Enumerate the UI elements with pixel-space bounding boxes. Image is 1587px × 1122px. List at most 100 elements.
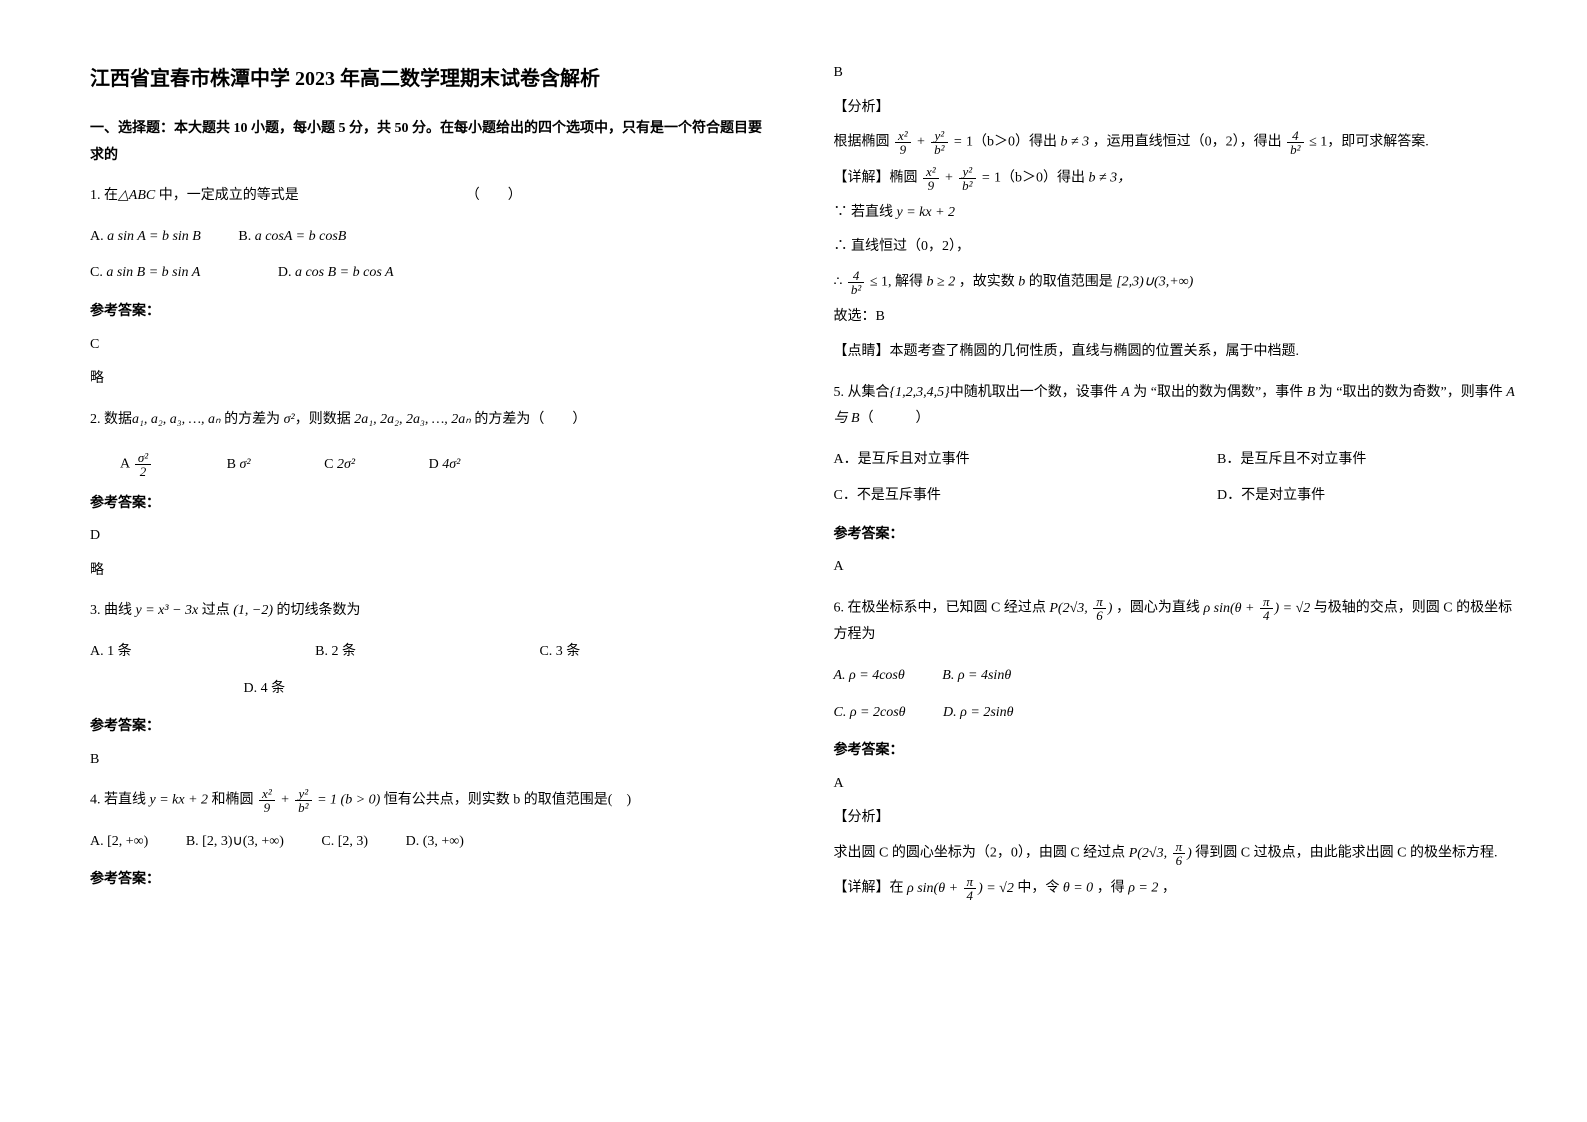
q6-point-P2: P(2√3, π6) [1129, 846, 1196, 861]
q6-line: ρ sin(θ + π4) = √2 [1203, 601, 1313, 616]
question-3: 3. 曲线 y = x³ − 3x 过点 (1, −2) 的切线条数为 [90, 598, 774, 625]
frac-den: b² [848, 283, 864, 296]
question-5: 5. 从集合{1,2,3,4,5}中随机取出一个数，设事件 A 为 “取出的数为… [834, 380, 1518, 433]
q1-answer: C [90, 332, 774, 359]
q1-opt-b-math: a cosA = b cosB [255, 229, 347, 244]
p-close: ) [1108, 601, 1113, 616]
q3-options-row2: D. 4 条 [90, 676, 774, 703]
q3-opt-b: B. 2 条 [315, 639, 356, 666]
q5-opt-a: A．是互斥且对立事件 [834, 447, 1214, 474]
p-comma: , [1084, 601, 1091, 616]
q4-plus: + [280, 793, 293, 808]
q3-curve: y = x³ − 3x [136, 603, 199, 618]
q5-opt-c: C．不是互斥事件 [834, 483, 1214, 510]
q4-opt-d: D. (3, +∞) [406, 829, 464, 856]
txt: ， [1162, 881, 1176, 896]
txt: 的取值范围是 [1029, 275, 1113, 290]
txt: 为 “取出的数为奇数”，则事件 [1315, 385, 1506, 400]
q2-c: ，则数据 [295, 412, 355, 427]
frac-den: 9 [895, 143, 911, 156]
q4-line: y = kx + 2 [150, 793, 209, 808]
q3-opt-d: D. 4 条 [244, 676, 286, 703]
line: y = kx + 2 [897, 205, 956, 220]
A: A [1121, 385, 1130, 400]
q2-opt-d-label: D [429, 457, 439, 472]
q2-opt-c: C 2σ² [324, 452, 355, 479]
q4-analysis-label: 【分析】 [834, 95, 1518, 122]
q1-opt-a: A. a sin A = b sin B [90, 224, 201, 251]
frac-x: x²9 [923, 165, 939, 192]
txt: 1（b＞0）得出 [994, 170, 1085, 185]
q2-opt-a: A σ²2 [120, 451, 153, 478]
q2-opt-d-math: 4σ² [442, 457, 460, 472]
q3-opt-a: A. 1 条 [90, 639, 132, 666]
frac-den: 4 [964, 889, 977, 902]
txt: 5. 从集合 [834, 385, 890, 400]
frac-num: y² [959, 165, 975, 179]
l-close: ) = √2 [978, 881, 1014, 896]
frac-den: b² [1287, 143, 1303, 156]
frac-num: 4 [1287, 129, 1303, 143]
frac-y: y²b² [959, 165, 975, 192]
txt: 1（b＞0）得出 [966, 135, 1057, 150]
q1-opt-b: B. a cosA = b cosB [238, 224, 346, 251]
q2-seq1: a₁, a₂, a₃, …, aₙ [132, 412, 221, 427]
math: D. ρ = 2sinθ [943, 705, 1014, 720]
q6-opt-b: B. ρ = 4sinθ [942, 663, 1011, 690]
q4-opt-a: A. [2, +∞) [90, 829, 148, 856]
q4-because: ∵ 若直线 y = kx + 2 [834, 200, 1518, 227]
txt: 求出圆 C 的圆心坐标为（2，0），由圆 C 经过点 [834, 846, 1129, 861]
txt: ，圆心为直线 [1116, 601, 1204, 616]
frac-den: 9 [259, 801, 275, 814]
q4-therefore2: ∴ 4b² ≤ 1, 解得 b ≥ 2 ，故实数 b 的取值范围是 [2,3)∪… [834, 269, 1518, 296]
plus: + [916, 135, 929, 150]
txt: 为 “取出的数为偶数”，事件 [1130, 385, 1307, 400]
q4-analysis-1: 根据椭圆 x²9 + y²b² = 1（b＞0）得出 b ≠ 3 ，运用直线恒过… [834, 129, 1518, 156]
frac-num: π [1093, 595, 1106, 609]
txt: 得到圆 C 过极点，由此能求出圆 C 的极坐标方程. [1195, 846, 1497, 861]
frac-num: π [1260, 595, 1273, 609]
frac-num: y² [295, 787, 311, 801]
bneq3: b ≠ 3 [1060, 135, 1089, 150]
q2-opt-c-math: 2σ² [337, 457, 355, 472]
frac-den: 6 [1173, 854, 1186, 867]
q2-opt-a-label: A [120, 457, 129, 472]
q5-options-row1: A．是互斥且对立事件 B．是互斥且不对立事件 [834, 447, 1518, 474]
q4-frac-x: x²9 [259, 787, 275, 814]
txt: ，故实数 [959, 275, 1015, 290]
frac-den: 4 [1260, 609, 1273, 622]
txt: ≤ 1，即可求解答案. [1309, 135, 1429, 150]
frac-4b2: 4b² [1287, 129, 1303, 156]
q6-detail: 【详解】在 ρ sin(θ + π4) = √2 中，令 θ = 0 ，得 ρ … [834, 875, 1518, 902]
frac-den: b² [295, 801, 311, 814]
q2-a: 2. 数据 [90, 412, 132, 427]
p-theta: π6 [1093, 595, 1106, 622]
q4-a: 4. 若直线 [90, 793, 150, 808]
l-close: ) = √2 [1275, 601, 1311, 616]
q2-opt-c-label: C [324, 457, 333, 472]
q1-opt-d: D. a cos B = b cos A [278, 260, 394, 287]
q1-opt-d-math: a cos B = b cos A [295, 265, 394, 280]
q3-options-row1: A. 1 条 B. 2 条 C. 3 条 [90, 639, 774, 666]
q5-answer: A [834, 554, 1518, 581]
q4-eq: = 1 (b > 0) [317, 793, 380, 808]
txt: ∵ 若直线 [834, 205, 897, 220]
frac-den: b² [931, 143, 947, 156]
question-2: 2. 数据a₁, a₂, a₃, …, aₙ 的方差为 σ²，则数据 2a₁, … [90, 407, 774, 434]
l-open: ρ sin(θ + [907, 881, 962, 896]
q1-brief: 略 [90, 366, 774, 393]
frac-num: x² [895, 129, 911, 143]
q2-opt-b: B σ² [227, 452, 251, 479]
rho2: ρ = 2 [1128, 881, 1158, 896]
q2-opt-b-math: σ² [240, 457, 251, 472]
set: {1,2,3,4,5} [890, 385, 950, 400]
l-frac: π4 [964, 875, 977, 902]
q2-d: 的方差为（ ） [471, 412, 587, 427]
frac-den: 9 [923, 179, 939, 192]
plus: + [944, 170, 957, 185]
q4-options: A. [2, +∞) B. [2, 3)∪(3, +∞) C. [2, 3) D… [90, 829, 774, 856]
theta0: θ = 0 [1063, 881, 1093, 896]
q4-therefore1: ∴ 直线恒过（0，2）， [834, 234, 1518, 261]
q6-point-P: P(2√3, π6) [1049, 601, 1116, 616]
B: B [1307, 385, 1316, 400]
